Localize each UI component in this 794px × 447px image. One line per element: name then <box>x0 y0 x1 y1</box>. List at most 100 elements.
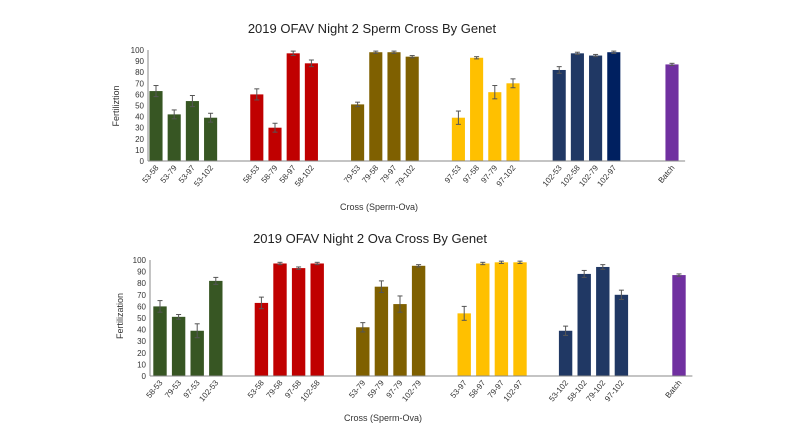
category-label: 58-53 <box>241 163 261 185</box>
bar <box>457 313 471 376</box>
category-label: 53-58 <box>140 163 160 185</box>
category-label: 97-58 <box>461 163 481 185</box>
bar <box>558 330 573 376</box>
bar <box>374 286 389 376</box>
y-tick-label: 0 <box>142 372 147 381</box>
y-tick-label: 90 <box>137 268 146 277</box>
bar <box>291 268 306 376</box>
y-axis-label: Fertiliztion <box>111 85 121 126</box>
y-axis-label: Fertilization <box>115 293 125 339</box>
bar <box>273 263 287 376</box>
y-tick-label: 40 <box>135 113 144 122</box>
bar <box>254 302 269 376</box>
bar <box>310 263 324 376</box>
bar <box>153 306 167 376</box>
bar <box>494 262 509 376</box>
bar <box>577 273 591 376</box>
y-tick-label: 10 <box>135 146 144 155</box>
category-label: 53-79 <box>347 378 367 400</box>
y-tick-label: 90 <box>135 57 144 66</box>
bar <box>351 104 365 161</box>
category-label: 58-102 <box>293 163 316 188</box>
bar <box>614 294 629 376</box>
x-axis-label: Cross (Sperm-Ova) <box>340 202 418 212</box>
y-tick-label: 0 <box>140 157 145 166</box>
category-label: 79-53 <box>342 163 362 185</box>
bar <box>356 327 370 376</box>
bar <box>411 265 426 376</box>
y-tick-label: 100 <box>133 256 147 265</box>
bar <box>190 330 204 376</box>
category-label: 102-53 <box>197 378 220 403</box>
bar <box>470 57 484 161</box>
bar <box>488 92 502 161</box>
y-tick-label: 20 <box>135 135 144 144</box>
y-tick-label: 70 <box>137 291 146 300</box>
chart-title: 2019 OFAV Night 2 Sperm Cross By Genet <box>248 21 497 36</box>
bar <box>268 127 282 161</box>
y-tick-label: 80 <box>137 279 146 288</box>
y-tick-label: 80 <box>135 68 144 77</box>
category-label: 58-53 <box>144 378 164 400</box>
bar <box>250 94 264 161</box>
category-label: Batch <box>663 379 683 400</box>
category-label: 53-102 <box>192 163 215 188</box>
ova-cross-chart: 2019 OFAV Night 2 Ova Cross By Genet Fer… <box>115 231 693 423</box>
bar <box>185 101 199 161</box>
category-label: Batch <box>656 164 676 185</box>
bar <box>476 263 490 376</box>
y-tick-label: 70 <box>135 79 144 88</box>
y-tick-label: 30 <box>135 124 144 133</box>
bar <box>167 114 181 161</box>
bar <box>387 52 401 161</box>
category-label: 102-79 <box>400 378 423 403</box>
bar <box>513 262 527 376</box>
category-label: 97-102 <box>495 163 518 188</box>
y-tick-label: 60 <box>135 90 144 99</box>
category-label: 79-58 <box>264 378 284 400</box>
bar <box>369 52 383 161</box>
bar <box>596 266 610 376</box>
category-label: 97-102 <box>603 378 626 403</box>
bar <box>570 53 584 161</box>
category-label: 102-97 <box>502 378 525 403</box>
y-tick-label: 40 <box>137 326 146 335</box>
bar <box>393 304 407 376</box>
bar <box>171 316 186 376</box>
bar <box>405 56 419 161</box>
y-tick-label: 100 <box>131 46 145 55</box>
category-label: 79-58 <box>360 163 380 185</box>
category-label: 53-79 <box>159 163 179 185</box>
category-label: 58-79 <box>259 163 279 185</box>
bar <box>209 280 223 376</box>
y-tick-label: 50 <box>137 314 146 323</box>
category-label: 102-58 <box>299 378 322 403</box>
y-tick-label: 30 <box>137 337 146 346</box>
bar <box>552 69 566 161</box>
category-label: 53-58 <box>246 378 266 400</box>
bar <box>589 55 603 161</box>
bar <box>149 91 163 161</box>
bar <box>304 63 318 161</box>
sperm-cross-chart: 2019 OFAV Night 2 Sperm Cross By Genet F… <box>111 21 686 212</box>
bar <box>204 117 218 161</box>
bar <box>286 53 300 161</box>
bar <box>672 275 686 376</box>
category-label: 102-97 <box>595 163 618 188</box>
category-label: 59-79 <box>366 378 386 400</box>
chart-title: 2019 OFAV Night 2 Ova Cross By Genet <box>253 231 487 246</box>
y-tick-label: 60 <box>137 302 146 311</box>
y-tick-label: 10 <box>137 360 146 369</box>
category-label: 58-97 <box>467 378 487 400</box>
bar <box>607 52 621 161</box>
bar <box>506 83 520 161</box>
bar <box>451 117 465 161</box>
category-label: 97-53 <box>443 163 463 185</box>
category-label: 53-97 <box>449 378 469 400</box>
category-label: 79-102 <box>394 163 417 188</box>
category-label: 79-53 <box>163 378 183 400</box>
bar <box>665 64 679 161</box>
y-tick-label: 50 <box>135 102 144 111</box>
